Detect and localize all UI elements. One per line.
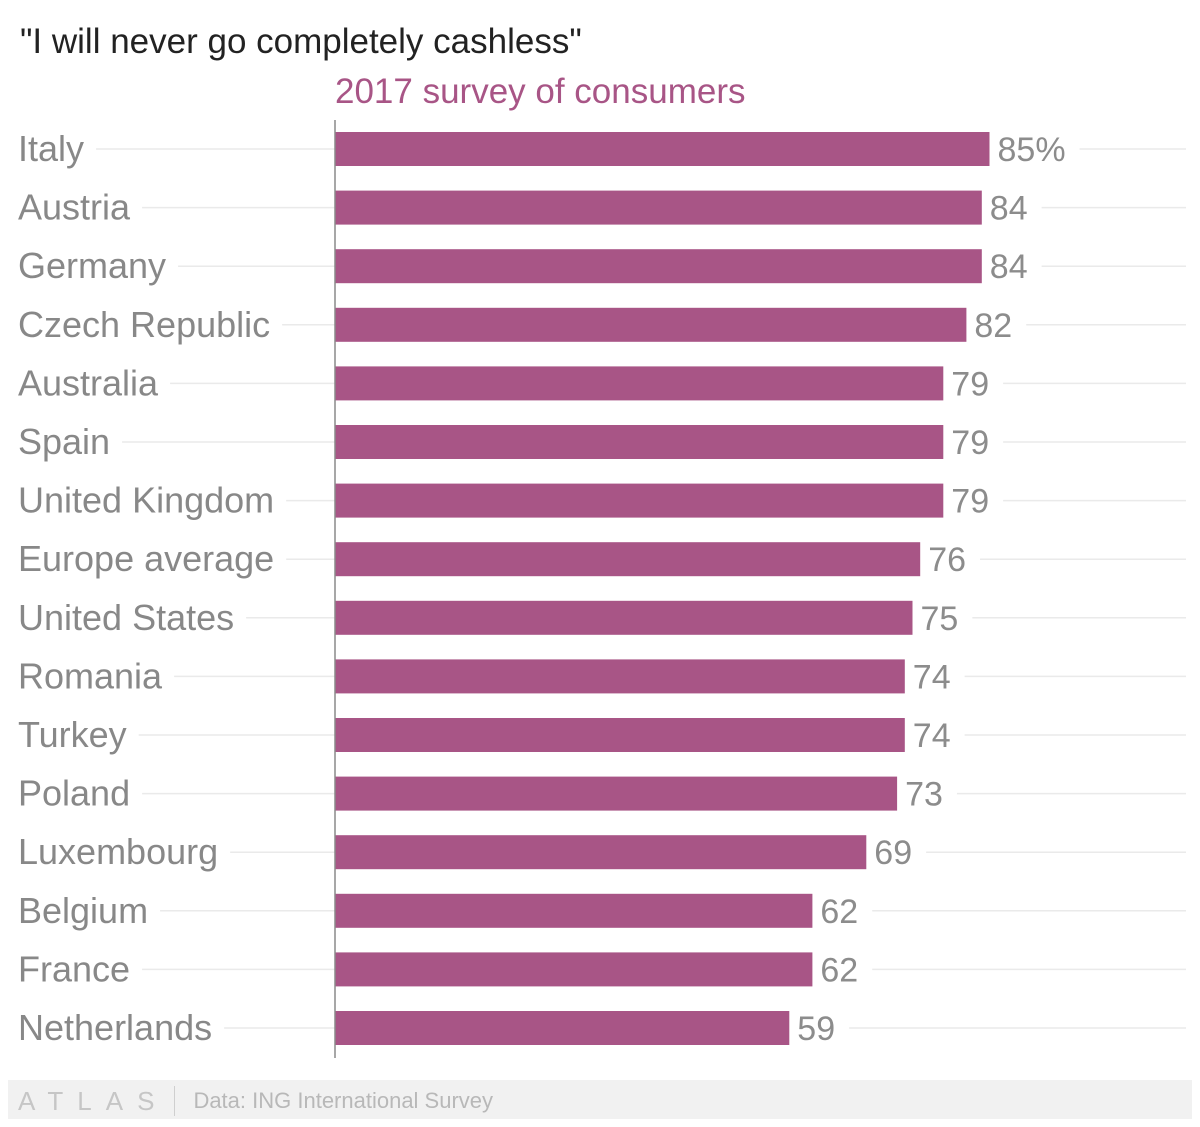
- data-source: Data: ING International Survey: [193, 1088, 494, 1113]
- bar: [335, 835, 867, 870]
- category-label: Romania: [18, 655, 163, 696]
- footer-divider: [174, 1086, 176, 1116]
- category-label: Turkey: [18, 714, 127, 755]
- value-label: 73: [905, 776, 943, 814]
- category-label: France: [18, 948, 130, 989]
- category-label: Europe average: [18, 538, 274, 579]
- chart-subtitle: 2017 survey of consumers: [335, 72, 746, 111]
- chart-title: "I will never go completely cashless": [20, 22, 582, 61]
- value-label: 76: [928, 541, 966, 579]
- value-label: 79: [951, 424, 989, 462]
- chart-frame: Italy 85% Austria 84 Germany 84 Czech Republic…: [8, 8, 1192, 1119]
- bar: [335, 132, 990, 166]
- value-label: 74: [913, 658, 951, 696]
- value-label: 85%: [998, 131, 1066, 169]
- bar: [335, 425, 944, 459]
- bar: [335, 893, 813, 928]
- category-label: Germany: [18, 245, 166, 286]
- value-label: 74: [913, 717, 951, 755]
- category-label: United States: [18, 597, 234, 638]
- category-label: Luxembourg: [18, 831, 218, 872]
- bar: [335, 776, 898, 811]
- value-label: 59: [797, 1010, 835, 1048]
- bar: [335, 483, 944, 518]
- bar: [335, 1011, 790, 1045]
- value-label: 84: [990, 248, 1028, 286]
- category-label: Netherlands: [18, 1007, 212, 1048]
- bar: [335, 366, 944, 401]
- bar: [335, 952, 813, 987]
- category-label: United Kingdom: [18, 480, 274, 521]
- bar: [335, 249, 982, 284]
- bar: [335, 307, 967, 342]
- value-label: 75: [921, 600, 959, 638]
- category-label: Poland: [18, 773, 130, 814]
- atlas-logo: ATLAS: [18, 1085, 169, 1116]
- bar: [335, 542, 921, 577]
- category-label: Spain: [18, 421, 110, 462]
- value-label: 84: [990, 190, 1028, 228]
- bar: [335, 190, 982, 225]
- bar: [335, 600, 913, 635]
- value-label: 82: [974, 307, 1012, 345]
- value-label: 69: [874, 834, 912, 872]
- chart-panel: Italy 85% Austria 84 Germany 84 Czech Republic…: [8, 8, 1192, 1080]
- category-label: Australia: [18, 362, 159, 403]
- bar: [335, 659, 905, 694]
- category-label: Czech Republic: [18, 304, 270, 345]
- category-label: Belgium: [18, 890, 148, 931]
- value-label: 79: [951, 365, 989, 403]
- value-label: 62: [820, 893, 858, 931]
- bar: [335, 718, 905, 752]
- chart-footer: ATLAS Data: ING International Survey: [18, 1086, 493, 1116]
- category-label: Italy: [18, 128, 84, 169]
- value-label: 62: [820, 951, 858, 989]
- value-label: 79: [951, 483, 989, 521]
- category-label: Austria: [18, 187, 131, 228]
- bar-chart: Italy 85% Austria 84 Germany 84 Czech Republic…: [18, 120, 1186, 1058]
